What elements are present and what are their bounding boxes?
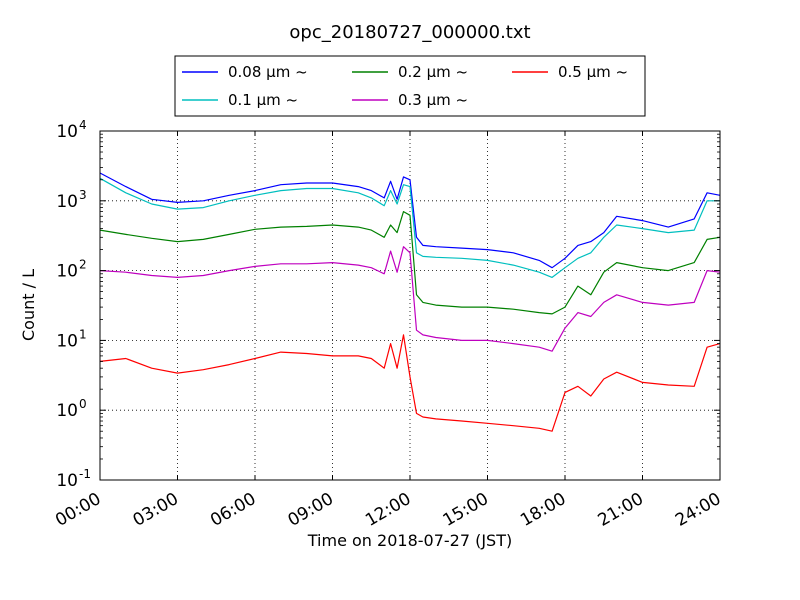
y-tick-label: 10 [56, 262, 78, 282]
grid [100, 131, 720, 480]
x-tick-labels: 00:00 03:00 06:00 09:00 12:00 15:00 18:00 21:00… [52, 489, 724, 531]
y-tick-label: 10 [56, 471, 78, 491]
plot-area-frame [99, 130, 721, 481]
x-tick-label: 18:00 [517, 489, 569, 531]
y-tick-label: 10 [56, 401, 78, 421]
series-line-2 [99, 211, 721, 315]
series-line-3 [99, 246, 721, 352]
y-tick-label: 10 [56, 122, 78, 142]
legend-label-3: 0.3 μm ~ [398, 91, 468, 109]
y-tick-label: 10 [56, 192, 78, 212]
series-line-4 [99, 334, 721, 432]
x-axis-label: Time on 2018-07-27 (JST) [307, 531, 512, 550]
series-line-1 [99, 177, 720, 278]
y-tick-exponent: 1 [79, 327, 87, 341]
legend: 0.08 μm ~ 0.1 μm ~ 0.2 μm ~ 0.3 μm ~ 0.5 μm … [174, 55, 646, 117]
x-tick-label: 03:00 [130, 489, 182, 531]
y-tick-exponent: 4 [79, 118, 87, 132]
x-tick-label: 06:00 [207, 489, 259, 531]
series-line-0 [99, 172, 721, 269]
x-tick-label: 00:00 [52, 489, 104, 531]
y-axis-label: Count / L [19, 269, 38, 341]
series-layer [99, 172, 721, 432]
y-tick-label: 10 [56, 331, 78, 351]
y-tick-exponent: 3 [79, 188, 87, 202]
legend-label-2: 0.2 μm ~ [398, 63, 468, 81]
x-tick-label: 12:00 [362, 489, 414, 531]
legend-label-1: 0.1 μm ~ [228, 91, 298, 109]
chart-title: opc_20180727_000000.txt [289, 22, 530, 43]
x-tick-label: 24:00 [672, 489, 724, 531]
y-tick-exponent: 0 [79, 397, 87, 411]
x-tick-label: 21:00 [595, 489, 647, 531]
y-tick-exponent: 2 [79, 258, 87, 272]
x-tick-label: 09:00 [285, 489, 337, 531]
legend-frame [174, 55, 646, 117]
legend-label-4: 0.5 μm ~ [558, 63, 628, 81]
x-tick-label: 15:00 [440, 489, 492, 531]
y-tick-exponent: -1 [79, 467, 91, 481]
legend-label-0: 0.08 μm ~ [228, 63, 308, 81]
